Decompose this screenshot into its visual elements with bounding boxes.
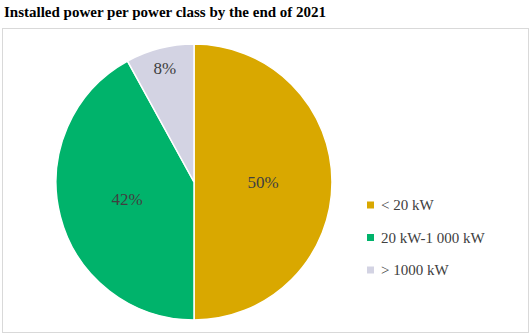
data-labels: 50% 42% 8% — [112, 59, 279, 209]
legend-label: > 1000 kW — [381, 262, 449, 278]
legend-label: 20 kW-1 000 kW — [381, 230, 486, 246]
pie-slice — [194, 44, 332, 320]
chart: Installed power per power class by the e… — [0, 0, 531, 335]
legend-swatch — [367, 267, 374, 274]
legend-swatch — [367, 202, 374, 209]
pie — [56, 44, 332, 320]
chart-frame — [3, 29, 529, 333]
data-label: 8% — [153, 59, 176, 78]
chart-title: Installed power per power class by the e… — [4, 4, 326, 20]
legend-label: < 20 kW — [381, 197, 434, 213]
data-label: 50% — [247, 173, 278, 192]
legend-swatch — [367, 234, 374, 241]
data-label: 42% — [112, 190, 143, 209]
pie-slice — [128, 44, 194, 182]
legend: < 20 kW 20 kW-1 000 kW > 1000 kW — [367, 197, 486, 278]
